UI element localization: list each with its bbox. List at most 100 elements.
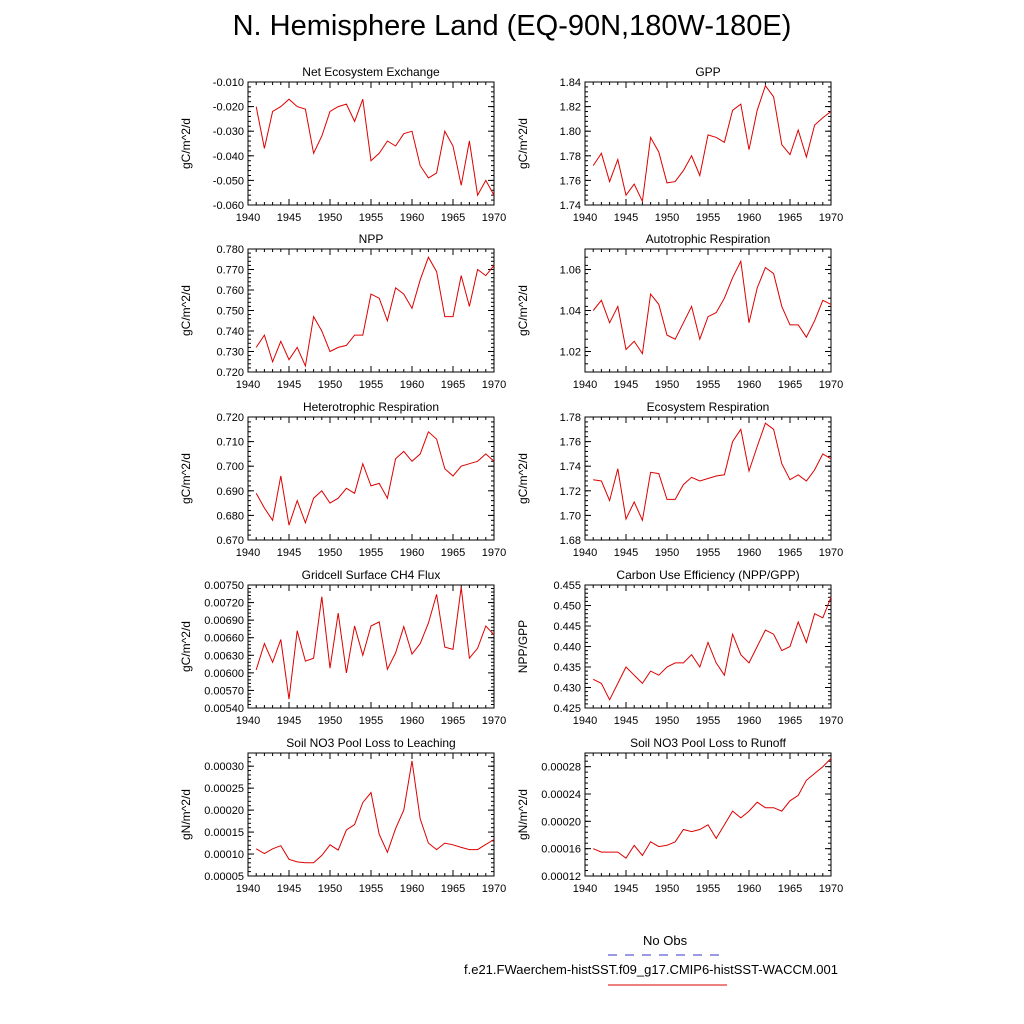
x-tick-label: 1955 (696, 715, 720, 727)
chart-panel-9: Soil NO3 Pool Loss to Leaching gN/m^2/d 19… (179, 736, 506, 895)
y-tick-label: -0.040 (213, 151, 244, 163)
x-tick-label: 1950 (318, 379, 342, 391)
y-tick-label: 0.690 (216, 486, 244, 498)
chart-title: Net Ecosystem Exchange (302, 65, 440, 79)
chart-panel-4: Autotrophic Respiration gC/m^2/d 1940 1945 1… (516, 232, 843, 391)
x-tick-label: 1940 (236, 379, 260, 391)
x-tick-label: 1960 (737, 547, 761, 559)
y-tick-label: 0.670 (216, 535, 244, 547)
x-tick-label: 1965 (778, 883, 802, 895)
y-tick-label: 0.00010 (204, 849, 244, 861)
y-tick-label: 0.780 (216, 244, 244, 256)
x-tick-label: 1960 (737, 212, 761, 224)
chart-panel-7: Gridcell Surface CH4 Flux gC/m^2/d 1940 194… (179, 568, 506, 727)
x-tick-label: 1965 (778, 379, 802, 391)
y-tick-label: -0.010 (213, 77, 244, 89)
x-tick-label: 1970 (819, 212, 843, 224)
y-tick-label: 0.00024 (541, 789, 581, 801)
y-axis-label: gC/m^2/d (516, 453, 530, 504)
x-tick-label: 1960 (400, 379, 424, 391)
y-tick-label: 1.80 (560, 126, 581, 138)
y-tick-label: 1.04 (560, 306, 581, 318)
y-tick-label: 0.730 (216, 347, 244, 359)
series-line (593, 422, 832, 523)
y-tick-label: 0.710 (216, 437, 244, 449)
chart-panel-2: GPP gC/m^2/d 1940 1945 1950 1955 1960 1965 1970 1… (516, 65, 843, 224)
y-tick-label: 0.00025 (204, 783, 244, 795)
chart-title: Gridcell Surface CH4 Flux (302, 568, 441, 582)
chart-title: Autotrophic Respiration (646, 232, 771, 246)
series-line (255, 98, 495, 197)
x-tick-label: 1940 (573, 715, 597, 727)
x-tick-label: 1945 (614, 379, 638, 391)
y-tick-label: 1.02 (560, 347, 581, 359)
x-tick-label: 1945 (277, 379, 301, 391)
x-tick-label: 1970 (482, 547, 506, 559)
x-tick-label: 1945 (277, 715, 301, 727)
x-tick-label: 1970 (819, 379, 843, 391)
x-tick-label: 1970 (482, 379, 506, 391)
y-axis-label: gN/m^2/d (179, 789, 193, 840)
y-axis-label: gC/m^2/d (179, 285, 193, 336)
y-tick-label: -0.050 (213, 175, 244, 187)
x-tick-label: 1965 (778, 715, 802, 727)
x-tick-label: 1950 (318, 212, 342, 224)
x-tick-label: 1960 (400, 212, 424, 224)
y-tick-label: 0.00540 (204, 703, 244, 715)
x-tick-label: 1940 (236, 212, 260, 224)
x-tick-label: 1955 (696, 547, 720, 559)
series-line (592, 597, 832, 701)
y-tick-label: 1.76 (560, 437, 581, 449)
y-tick-label: 1.78 (560, 412, 581, 424)
x-tick-label: 1955 (359, 547, 383, 559)
plot-frame (584, 248, 832, 373)
y-tick-label: 1.76 (560, 175, 581, 187)
plot-frame (247, 752, 495, 877)
y-tick-label: 0.00020 (541, 816, 581, 828)
chart-panel-8: Carbon Use Efficiency (NPP/GPP) NPP/GPP 19… (516, 568, 843, 727)
x-tick-label: 1945 (614, 212, 638, 224)
x-tick-label: 1960 (400, 547, 424, 559)
x-tick-label: 1940 (573, 883, 597, 895)
x-tick-label: 1955 (359, 379, 383, 391)
x-tick-label: 1965 (441, 379, 465, 391)
x-tick-label: 1970 (819, 547, 843, 559)
x-tick-label: 1970 (482, 883, 506, 895)
x-tick-label: 1960 (737, 883, 761, 895)
x-tick-label: 1945 (614, 883, 638, 895)
y-axis-label: gN/m^2/d (516, 789, 530, 840)
x-tick-label: 1965 (441, 883, 465, 895)
y-tick-label: 0.00016 (541, 844, 581, 856)
x-tick-label: 1970 (819, 715, 843, 727)
x-tick-label: 1970 (482, 212, 506, 224)
chart-title: Soil NO3 Pool Loss to Leaching (286, 736, 455, 750)
x-tick-label: 1955 (696, 883, 720, 895)
y-tick-label: -0.020 (213, 102, 244, 114)
chart-panel-1: Net Ecosystem Exchange gC/m^2/d 1940 1945 19… (179, 65, 506, 224)
y-axis-label: gC/m^2/d (516, 285, 530, 336)
x-tick-label: 1960 (400, 883, 424, 895)
y-tick-label: 0.430 (553, 683, 581, 695)
x-tick-label: 1960 (737, 715, 761, 727)
y-tick-label: 0.00015 (204, 827, 244, 839)
x-tick-label: 1955 (359, 212, 383, 224)
y-tick-label: 0.00660 (204, 633, 244, 645)
x-tick-label: 1945 (277, 547, 301, 559)
plot-frame (584, 752, 832, 877)
y-tick-label: 0.680 (216, 510, 244, 522)
chart-panel-6: Ecosystem Respiration gC/m^2/d 1940 1945 195… (516, 400, 843, 559)
x-tick-label: 1960 (737, 379, 761, 391)
y-tick-label: 0.435 (553, 662, 581, 674)
y-tick-label: 0.00020 (204, 805, 244, 817)
plot-frame (584, 584, 832, 709)
chart-title: Ecosystem Respiration (647, 400, 770, 414)
y-tick-label: 0.00030 (204, 761, 244, 773)
y-tick-label: 1.84 (560, 77, 581, 89)
y-axis-label: gC/m^2/d (179, 453, 193, 504)
y-tick-label: 0.00028 (541, 762, 581, 774)
y-tick-label: 0.750 (216, 306, 244, 318)
x-tick-label: 1940 (236, 715, 260, 727)
y-axis-label: NPP/GPP (516, 620, 530, 673)
series-line (255, 587, 495, 700)
